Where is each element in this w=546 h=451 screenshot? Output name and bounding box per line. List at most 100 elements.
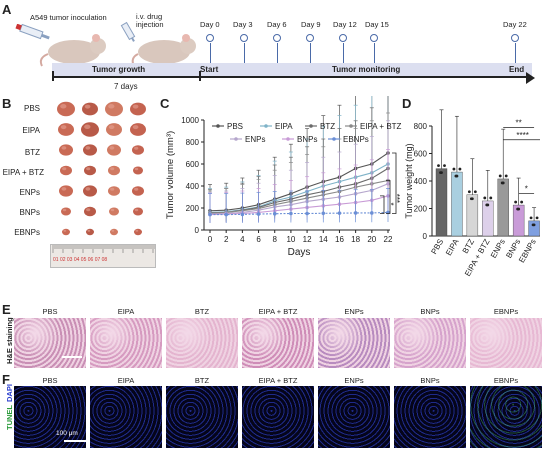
- data-point: [353, 211, 358, 215]
- he-image: [90, 318, 162, 368]
- tumor-sample: [108, 165, 120, 176]
- timeline-bar: [52, 63, 532, 76]
- timepoint-stem: [209, 43, 211, 63]
- x-tick-label: 8: [273, 235, 278, 244]
- series-line: [209, 183, 389, 215]
- panel-label-e: E: [2, 302, 11, 317]
- significance-bracket: [380, 195, 385, 214]
- tunel-dapi-image: [14, 386, 86, 448]
- column-label: ENPs: [344, 307, 364, 316]
- legend-marker: [264, 124, 268, 128]
- series-line: [209, 195, 389, 216]
- legend-entry: EBNPs: [343, 135, 369, 144]
- series-line: [209, 152, 389, 212]
- tumor-highlight: [132, 104, 139, 109]
- tunel-signal: [470, 386, 542, 448]
- legend-entry: EIPA: [275, 122, 293, 131]
- data-point: [529, 216, 533, 220]
- mouse-icon: [130, 28, 202, 73]
- tumor-sample: [110, 228, 118, 236]
- tumor-highlight: [61, 187, 67, 191]
- tumor-highlight: [110, 187, 115, 191]
- he-image: [14, 318, 86, 368]
- y-tick-label: 800: [414, 122, 428, 131]
- data-point: [452, 167, 456, 171]
- legend-entry: PBS: [227, 122, 243, 131]
- data-point: [485, 203, 489, 207]
- legend-entry: BTZ: [320, 122, 335, 131]
- scale-bar: [62, 356, 82, 358]
- data-point: [289, 211, 293, 216]
- column-label: PBS: [42, 307, 58, 316]
- scale-bar-label: 100 μm: [56, 430, 78, 437]
- day-label: Day 22: [503, 20, 527, 29]
- timepoint-marker: [511, 34, 519, 42]
- significance-label: ****: [516, 131, 528, 140]
- tumor-highlight: [108, 104, 115, 109]
- data-point: [504, 174, 508, 178]
- timeline-tick: [52, 71, 54, 81]
- bar: [451, 171, 463, 237]
- day-label: Day 3: [233, 20, 253, 29]
- x-tick-label: 18: [351, 235, 360, 244]
- tumor-sample: [86, 228, 94, 236]
- tumor-sample: [133, 166, 143, 175]
- day-label: Day 12: [333, 20, 357, 29]
- y-tick-label: 200: [414, 205, 428, 214]
- data-point: [337, 211, 342, 215]
- data-point: [256, 212, 261, 216]
- tumor-highlight: [134, 187, 139, 191]
- timepoint-stem: [276, 43, 278, 63]
- legend-marker: [332, 137, 336, 141]
- data-point: [437, 164, 440, 168]
- y-tick-label: 600: [414, 150, 428, 159]
- y-tick-label: 400: [186, 182, 200, 191]
- column-label: BTZ: [194, 376, 210, 385]
- he-image: [470, 318, 542, 368]
- data-point: [469, 197, 473, 201]
- tumor-photo: [48, 96, 156, 246]
- significance-bracket: [392, 152, 397, 214]
- legend-entry: BNPs: [297, 135, 317, 144]
- group-label: ENPs: [19, 188, 40, 197]
- x-tick-label: 2: [224, 235, 229, 244]
- mouse-icon: [38, 28, 110, 73]
- data-point: [443, 164, 446, 168]
- significance-label: *: [525, 184, 528, 193]
- group-label: BNPs: [19, 208, 40, 217]
- column-label: EBNPs: [493, 376, 519, 385]
- y-axis-label: Tumor weight (mg): [404, 143, 414, 218]
- column-label: EIPA + BTZ: [258, 307, 298, 316]
- tumor-sample: [107, 144, 121, 156]
- x-tick-label: 6: [256, 235, 261, 244]
- tumor-highlight: [61, 146, 67, 150]
- y-tick-label: 0: [195, 226, 200, 235]
- timepoint-marker: [306, 34, 314, 42]
- tumor-highlight: [134, 167, 139, 171]
- panel-label-f: F: [2, 372, 10, 387]
- x-tick-label: 4: [240, 235, 245, 244]
- tumor-highlight: [62, 167, 67, 171]
- data-point: [305, 211, 309, 216]
- tumor-highlight: [134, 146, 139, 150]
- tunel-staining-panel: TUNEL DAPI PBS EIPA BTZ EIPA + BTZ ENPs BNPs E…: [0, 372, 546, 451]
- timepoint-marker: [206, 34, 214, 42]
- tunel-dapi-image: [470, 386, 542, 448]
- legend-entry: ENPs: [245, 135, 265, 144]
- phase-tumor-growth: Tumor growth: [92, 65, 146, 74]
- tunel-dapi-image: [394, 386, 466, 448]
- data-point: [535, 216, 539, 220]
- data-point: [208, 212, 212, 217]
- significance-label: **: [398, 175, 402, 181]
- x-tick-label: 16: [335, 235, 344, 244]
- tumor-sample: [81, 122, 99, 137]
- x-tick-label: 0: [208, 235, 213, 244]
- inoculation-label: A549 tumor inoculation: [30, 13, 107, 22]
- phase-start: Start: [200, 65, 219, 74]
- dapi-label: DAPI: [5, 384, 14, 402]
- timepoint-marker: [339, 34, 347, 42]
- significance-label: *: [386, 203, 395, 206]
- he-staining-panel: H&E staining PBS EIPA BTZ EIPA + BTZ ENPs BNP…: [0, 302, 546, 370]
- tunel-dapi-image: [242, 386, 314, 448]
- data-point: [454, 174, 458, 178]
